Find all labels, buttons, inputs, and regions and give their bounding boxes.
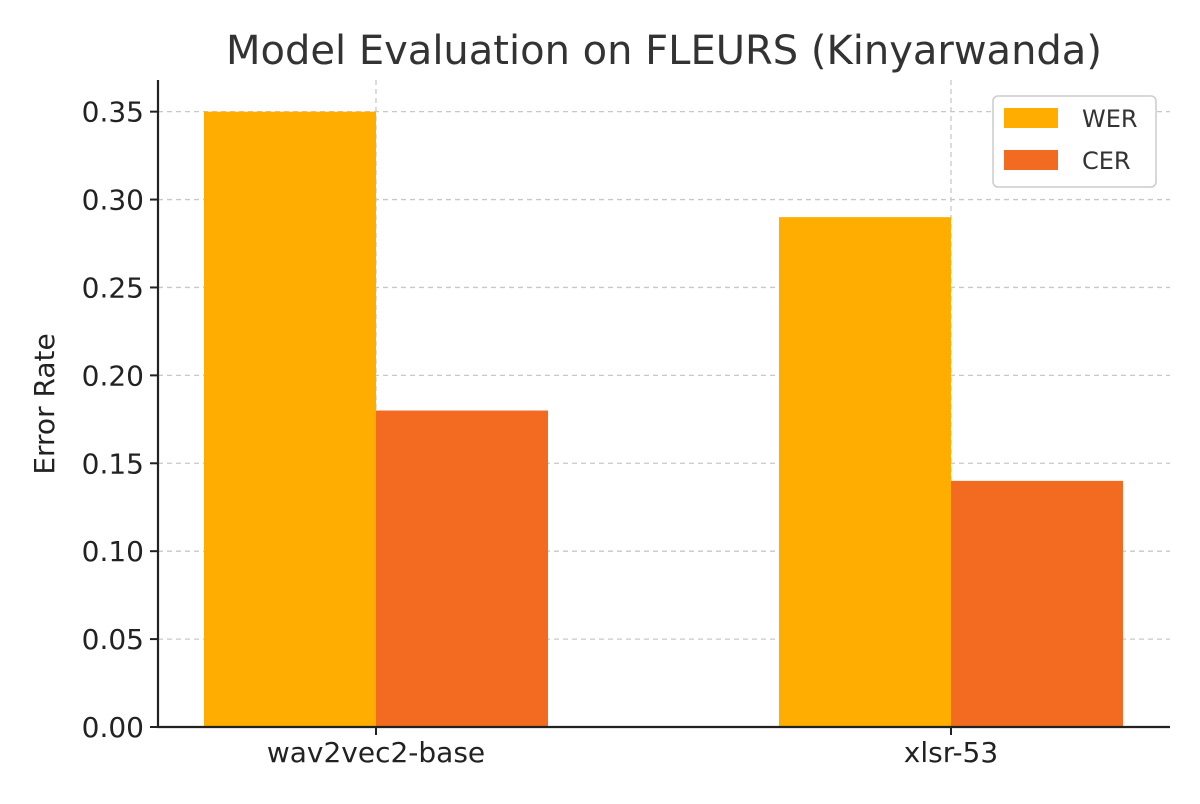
y-tick-label: 0.35	[82, 96, 144, 129]
legend-label-cer: CER	[1082, 147, 1131, 175]
legend-swatch-wer	[1004, 108, 1058, 128]
chart-title: Model Evaluation on FLEURS (Kinyarwanda)	[226, 28, 1102, 74]
y-tick-label: 0.00	[82, 711, 144, 744]
tick-labels: 0.00 0.05 0.10 0.15 0.20 0.25 0.30 0.35 wav2vec2…	[82, 96, 999, 769]
legend-swatch-cer	[1004, 150, 1058, 170]
y-tick-label: 0.25	[82, 271, 144, 304]
y-tick-label: 0.15	[82, 447, 144, 480]
axes	[150, 80, 1170, 735]
bar-wer-2	[779, 217, 951, 727]
y-tick-label: 0.30	[82, 184, 144, 217]
bars	[204, 111, 1123, 728]
bar-wer-1	[204, 111, 376, 728]
y-tick-label: 0.20	[82, 359, 144, 392]
y-tick-label: 0.05	[82, 623, 144, 656]
x-tick-label: xlsr-53	[904, 736, 998, 769]
y-axis-label: Error Rate	[28, 333, 61, 474]
y-tick-label: 0.10	[82, 535, 144, 568]
legend: WER CER	[992, 95, 1157, 188]
bar-cer-2	[951, 480, 1123, 727]
bar-cer-1	[376, 410, 548, 727]
legend-label-wer: WER	[1082, 105, 1138, 133]
x-tick-label: wav2vec2-base	[267, 736, 485, 769]
